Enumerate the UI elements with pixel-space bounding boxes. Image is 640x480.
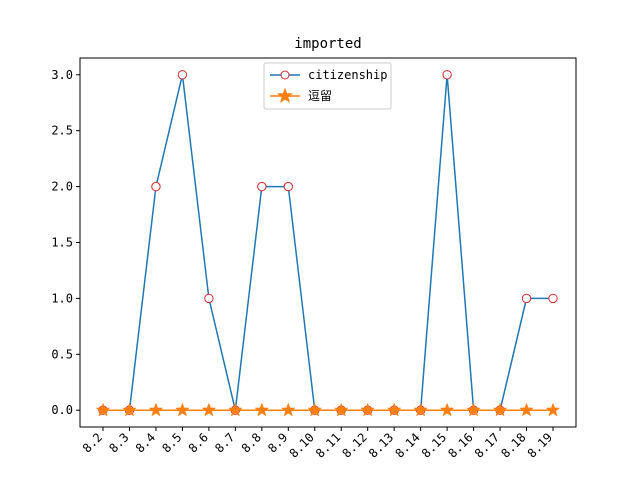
data-point [360,402,376,417]
data-point [466,402,481,417]
legend-marker-citizenship [280,70,290,80]
legend-label-douliu: 逗留 [308,89,332,103]
data-point [148,402,164,417]
data-point [283,181,293,192]
data-point [95,402,111,417]
data-point [442,70,452,80]
y-tick-label: 0.5 [51,347,73,361]
data-point [307,402,323,417]
data-point [122,402,137,417]
legend-label-citizenship: citizenship [308,68,387,82]
data-point [257,181,267,192]
data-point [548,293,558,304]
data-point [492,402,508,417]
data-point [521,293,532,304]
axes-frame [79,57,577,428]
series-1 [95,402,561,417]
data-point [151,181,161,192]
y-tick-label: 1.0 [51,291,73,305]
data-point [175,402,190,417]
legend: citizenship 逗留 [263,62,392,110]
y-tick-label: 1.5 [51,236,73,250]
data-point [280,402,296,417]
data-point [519,402,534,417]
data-point [439,402,455,417]
y-tick-label: 2.5 [51,124,73,138]
y-tick-label: 2.0 [51,180,73,194]
data-point [204,293,214,304]
data-point [201,402,217,417]
y-tick-label: 3.0 [51,68,73,82]
data-point [545,402,561,417]
data-point [254,402,270,417]
data-point [333,402,349,417]
data-point [386,402,402,417]
chart-title: imported [294,36,361,52]
data-point [228,402,243,417]
y-tick-label: 0.0 [51,403,73,417]
data-point [413,402,428,417]
data-point [177,70,188,80]
legend-marker-douliu [276,87,294,103]
